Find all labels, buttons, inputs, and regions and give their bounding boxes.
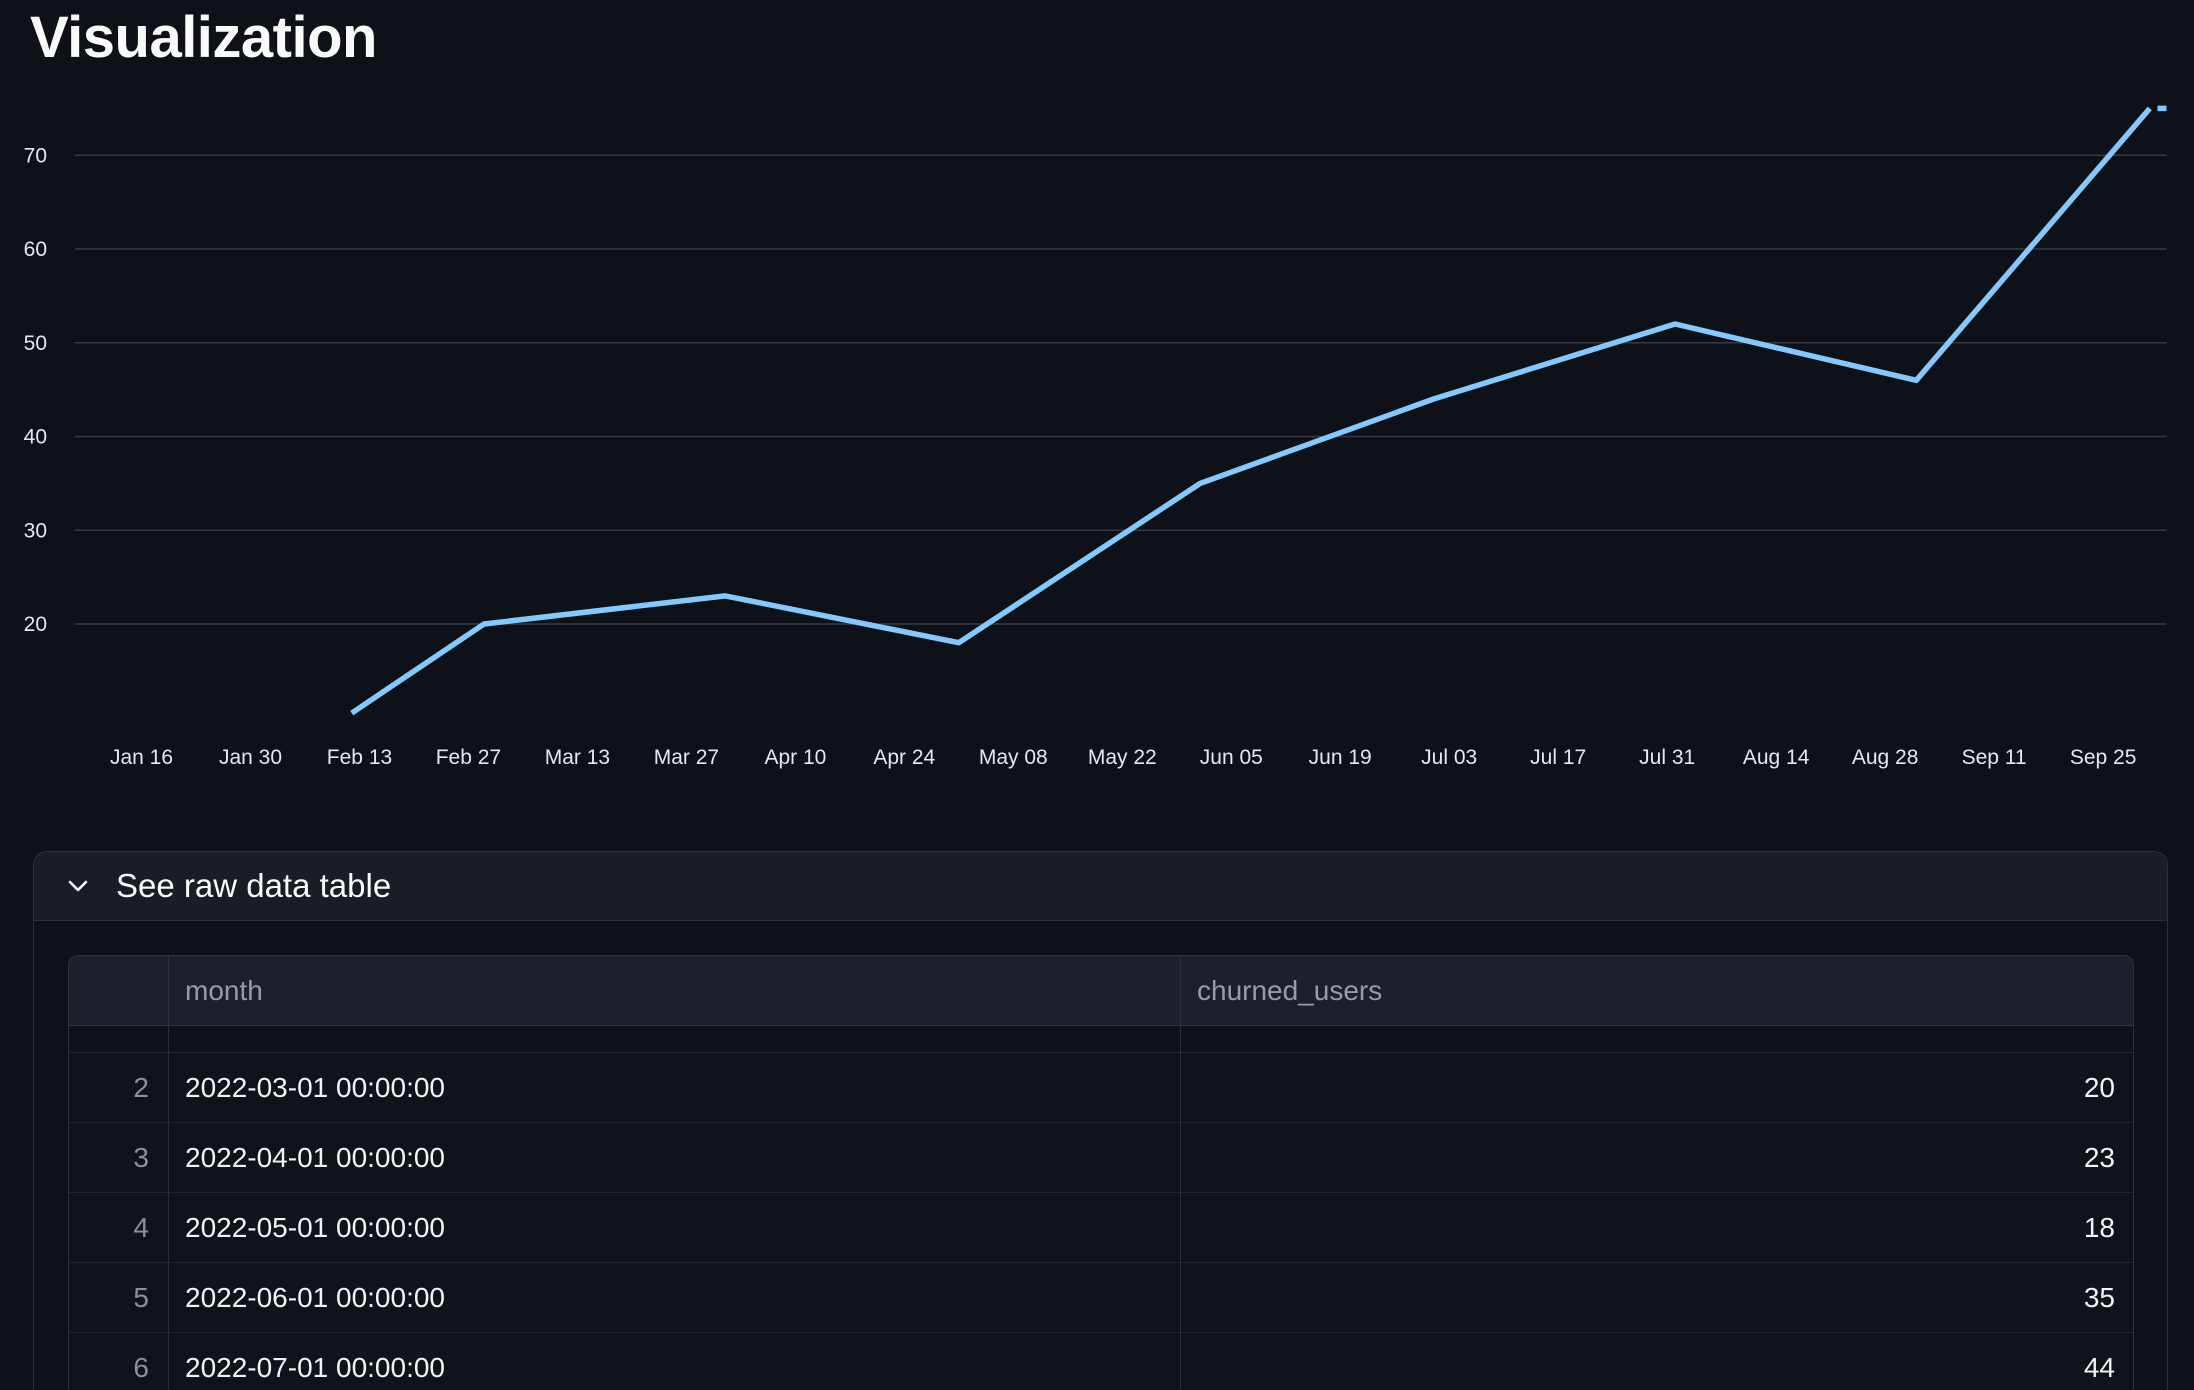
x-axis-tick-label: Feb 27 bbox=[436, 746, 501, 769]
churned-users-cell[interactable]: 18 bbox=[1181, 1193, 2133, 1263]
x-axis-tick-label: Sep 11 bbox=[1962, 746, 2027, 769]
y-axis-tick-label: 70 bbox=[24, 144, 47, 167]
month-cell[interactable]: 2022-07-01 00:00:00 bbox=[169, 1333, 1181, 1390]
y-axis-tick-label: 60 bbox=[24, 238, 47, 261]
x-axis-tick-label: Mar 13 bbox=[545, 746, 610, 769]
churned-users-cell[interactable]: 20 bbox=[1181, 1053, 2133, 1123]
y-axis-tick-label: 50 bbox=[24, 332, 47, 355]
expander-header[interactable]: See raw data table bbox=[34, 852, 2167, 921]
data-grid: month churned_users 2 2022-03-01 00:00:00 20… bbox=[69, 956, 2133, 1390]
x-axis-tick-label: Sep 25 bbox=[2070, 746, 2137, 769]
column-header-churned-users[interactable]: churned_users bbox=[1181, 956, 2133, 1026]
expander-body: month churned_users 2 2022-03-01 00:00:00 20… bbox=[34, 921, 2167, 1390]
x-axis-tick-label: Jan 30 bbox=[219, 746, 282, 769]
dataframe: month churned_users 2 2022-03-01 00:00:00 20… bbox=[68, 955, 2134, 1390]
page-title: Visualization bbox=[30, 5, 377, 70]
x-axis-tick-label: Jun 05 bbox=[1200, 746, 1263, 769]
x-axis-tick-label: Aug 14 bbox=[1743, 746, 1810, 769]
x-axis-tick-label: Apr 24 bbox=[873, 746, 935, 769]
x-axis-tick-label: Jan 16 bbox=[110, 746, 173, 769]
churned-users-cell[interactable]: 44 bbox=[1181, 1333, 2133, 1390]
x-axis-tick-label: Feb 13 bbox=[327, 746, 392, 769]
x-axis-tick-label: Jul 03 bbox=[1421, 746, 1477, 769]
row-index-cell[interactable]: 2 bbox=[69, 1053, 169, 1123]
chart-line-churned-users bbox=[350, 106, 2152, 716]
month-cell[interactable]: 2022-03-01 00:00:00 bbox=[169, 1053, 1181, 1123]
row-index-cell[interactable]: 4 bbox=[69, 1193, 169, 1263]
x-axis-tick-label: Mar 27 bbox=[654, 746, 719, 769]
x-axis-tick-label: Aug 28 bbox=[1852, 746, 1919, 769]
churned-users-cell[interactable]: 23 bbox=[1181, 1123, 2133, 1193]
row-index-cell[interactable]: 3 bbox=[69, 1123, 169, 1193]
x-axis-tick-label: Jul 17 bbox=[1530, 746, 1586, 769]
month-cell[interactable]: 2022-05-01 00:00:00 bbox=[169, 1193, 1181, 1263]
raw-data-expander: See raw data table month churned_users 2 20… bbox=[33, 851, 2168, 1390]
y-axis-tick-label: 30 bbox=[24, 519, 47, 542]
y-axis-tick-label: 40 bbox=[24, 426, 47, 449]
x-axis-tick-label: Apr 10 bbox=[764, 746, 826, 769]
x-axis-tick-label: Jul 31 bbox=[1639, 746, 1695, 769]
x-axis-tick-label: Jun 19 bbox=[1309, 746, 1372, 769]
row-index-cell[interactable]: 6 bbox=[69, 1333, 169, 1390]
expander-label: See raw data table bbox=[116, 867, 392, 904]
y-axis-tick-label: 20 bbox=[24, 613, 47, 636]
line-chart: 70 60 50 40 30 20 Jan 16 Jan 30 Feb 13 Feb 27 Mar … bbox=[24, 105, 2167, 769]
column-header-month[interactable]: month bbox=[169, 956, 1181, 1026]
chevron-down-icon[interactable] bbox=[68, 880, 88, 892]
partial-row-value-cell[interactable] bbox=[1181, 1026, 2133, 1053]
month-cell[interactable]: 2022-04-01 00:00:00 bbox=[169, 1123, 1181, 1193]
month-cell[interactable]: 2022-06-01 00:00:00 bbox=[169, 1263, 1181, 1333]
x-axis-tick-label: May 08 bbox=[979, 746, 1048, 769]
x-axis-tick-label: May 22 bbox=[1088, 746, 1157, 769]
partial-row-month-cell[interactable] bbox=[169, 1026, 1181, 1053]
column-header-index[interactable] bbox=[69, 956, 169, 1026]
partial-row-index-cell[interactable] bbox=[69, 1026, 169, 1053]
churned-users-cell[interactable]: 35 bbox=[1181, 1263, 2133, 1333]
row-index-cell[interactable]: 5 bbox=[69, 1263, 169, 1333]
